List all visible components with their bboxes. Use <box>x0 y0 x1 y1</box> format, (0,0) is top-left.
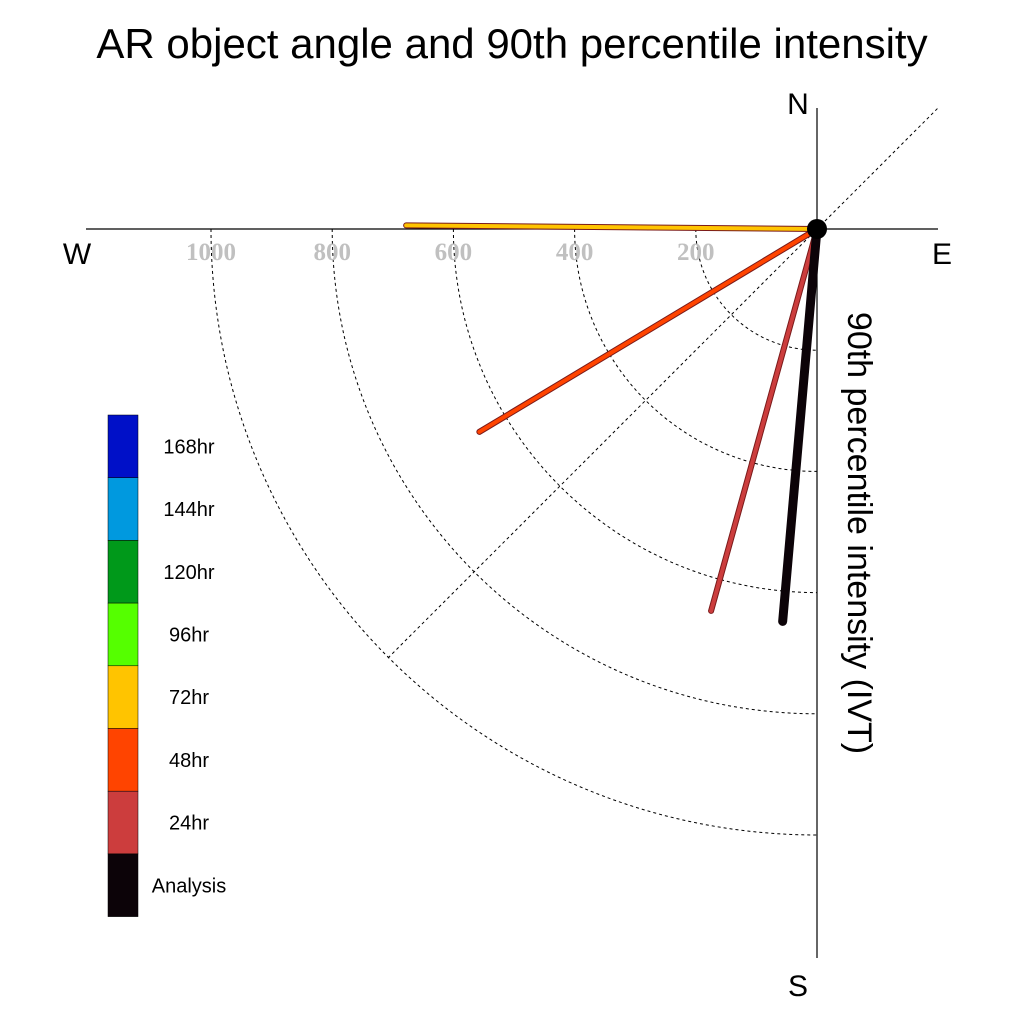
chart-title: AR object angle and 90th percentile inte… <box>96 20 927 67</box>
series-vector-analysis <box>778 224 822 626</box>
series-vector-24hr <box>709 227 819 613</box>
grid-arc <box>695 228 818 351</box>
legend-label: 24hr <box>169 813 209 835</box>
legend-label: Analysis <box>152 875 226 897</box>
legend-label: 120hr <box>163 562 214 584</box>
legend-swatch <box>107 477 139 541</box>
polar-grid <box>210 228 818 836</box>
radial-tick-labels: 200 400 600 800 1000 <box>186 239 715 266</box>
series-vector-48hr <box>477 227 819 434</box>
legend-label: 168hr <box>163 436 214 458</box>
compass-north: N <box>787 88 809 121</box>
legend-label: 144hr <box>163 499 214 521</box>
radial-tick-label: 1000 <box>186 239 236 266</box>
diagonal-guide <box>387 107 939 659</box>
legend-swatch <box>107 540 139 604</box>
legend-swatch <box>107 665 139 729</box>
grid-arc <box>331 228 818 715</box>
legend-swatch <box>107 790 139 855</box>
legend-label: 72hr <box>169 687 209 709</box>
legend: 168hr 144hr 120hr 96hr 72hr 48hr 24hr Analysis <box>107 414 226 917</box>
grid-arc <box>452 228 818 594</box>
compass-east: E <box>932 238 952 271</box>
series-vector-72hr <box>404 223 819 231</box>
legend-swatch <box>107 414 139 478</box>
radial-tick-label: 400 <box>556 239 594 266</box>
legend-swatch <box>107 728 139 792</box>
origin-marker <box>807 219 827 239</box>
vector-series <box>403 222 822 626</box>
compass-south: S <box>788 970 808 1003</box>
radial-tick-label: 200 <box>677 239 715 266</box>
radial-tick-label: 600 <box>435 239 473 266</box>
legend-swatch <box>107 602 139 667</box>
radial-tick-label: 800 <box>313 239 351 266</box>
legend-swatch <box>107 853 139 917</box>
compass-west: W <box>63 238 92 271</box>
radial-axis-label: 90th percentile intensity (IVT) <box>840 312 878 754</box>
legend-label: 96hr <box>169 624 209 646</box>
legend-label: 48hr <box>169 750 209 772</box>
grid-arc <box>574 228 818 472</box>
grid-arc <box>210 228 818 836</box>
